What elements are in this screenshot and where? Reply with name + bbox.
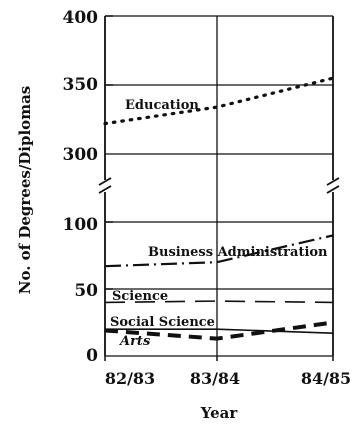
x-axis-title: Year: [200, 404, 239, 422]
grid: [105, 15, 333, 357]
series-label-science: Science: [112, 289, 168, 304]
series-lines: [103, 76, 335, 341]
series-line-arts: [104, 320, 334, 341]
series-label-social-science: Social Science: [110, 315, 215, 330]
series-line-education: [103, 76, 335, 126]
axis-break-mark: [98, 177, 112, 186]
series-line-business-administration: [104, 234, 334, 268]
y-tick-label: 100: [63, 215, 99, 235]
y-axis-title: No. of Degrees/Diplomas: [16, 86, 34, 294]
series-label-business-administration: Business Administration: [148, 245, 328, 260]
axes: [98, 15, 340, 361]
series-label-education: Education: [125, 98, 199, 113]
x-tick-label: 84/85: [301, 369, 351, 388]
axis-break-mark: [98, 185, 112, 194]
series-label-arts: Arts: [118, 334, 151, 349]
y-tick-label: 50: [74, 281, 98, 301]
series-line-science: [104, 300, 334, 304]
x-tick-label: 82/83: [105, 369, 155, 388]
axis-break-mark: [326, 185, 340, 194]
x-tick-label: 83/84: [190, 369, 240, 388]
y-tick-label: 0: [86, 346, 98, 366]
series-line-social-science: [105, 328, 334, 334]
y-tick-label: 350: [63, 75, 99, 95]
y-tick-label: 300: [63, 145, 99, 165]
y-tick-label: 400: [63, 8, 99, 28]
axis-break-mark: [326, 177, 340, 186]
